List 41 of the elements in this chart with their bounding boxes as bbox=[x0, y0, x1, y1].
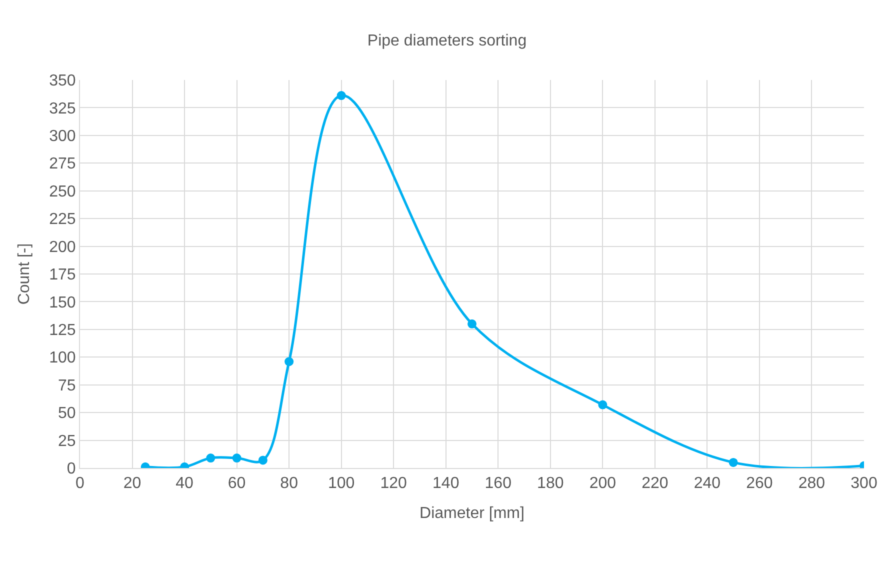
y-tick-label: 125 bbox=[49, 322, 76, 340]
point bbox=[468, 319, 476, 328]
y-tick-label: 50 bbox=[58, 405, 76, 422]
y-tick-label: 75 bbox=[58, 377, 76, 394]
x-tick-label: 100 bbox=[328, 475, 355, 492]
x-tick-label: 260 bbox=[746, 475, 773, 492]
y-tick-label: 275 bbox=[49, 156, 76, 173]
point bbox=[336, 91, 346, 100]
x-tick-label: 20 bbox=[123, 475, 142, 492]
x-tick-label: 220 bbox=[642, 475, 668, 492]
y-tick-label: 25 bbox=[58, 432, 76, 450]
point bbox=[598, 400, 608, 410]
y-tick-label: 0 bbox=[66, 460, 76, 478]
x-tick-label: 80 bbox=[280, 475, 298, 492]
y-axis-title: Count [-] bbox=[16, 243, 33, 305]
x-tick-label: 300 bbox=[850, 475, 878, 492]
point bbox=[728, 458, 738, 467]
y-tick-label: 225 bbox=[49, 211, 76, 228]
point bbox=[232, 454, 242, 463]
x-tick-label: 280 bbox=[798, 475, 826, 492]
x-tick-label: 240 bbox=[694, 475, 721, 492]
y-tick-label: 300 bbox=[49, 128, 76, 146]
point bbox=[206, 454, 216, 463]
x-tick-label: 40 bbox=[176, 475, 194, 492]
y-tick-label: 350 bbox=[49, 72, 76, 90]
y-tick-label: 325 bbox=[49, 100, 76, 118]
point bbox=[284, 357, 294, 366]
x-axis-title: Diameter [mm] bbox=[420, 504, 524, 522]
y-tick-label: 175 bbox=[49, 266, 76, 284]
x-tick-label: 180 bbox=[537, 475, 564, 492]
x-tick-label: 140 bbox=[432, 475, 460, 492]
point bbox=[258, 456, 268, 465]
y-tick-label: 150 bbox=[49, 294, 76, 312]
x-tick-label: 60 bbox=[228, 475, 246, 492]
x-tick-label: 120 bbox=[380, 475, 408, 492]
x-tick-label: 160 bbox=[484, 475, 512, 492]
chart-title: Pipe diameters sorting bbox=[367, 32, 527, 50]
y-tick-label: 200 bbox=[49, 238, 76, 256]
y-tick-label: 250 bbox=[49, 183, 76, 200]
x-tick-label: 200 bbox=[589, 475, 616, 492]
y-tick-label: 100 bbox=[49, 350, 76, 367]
